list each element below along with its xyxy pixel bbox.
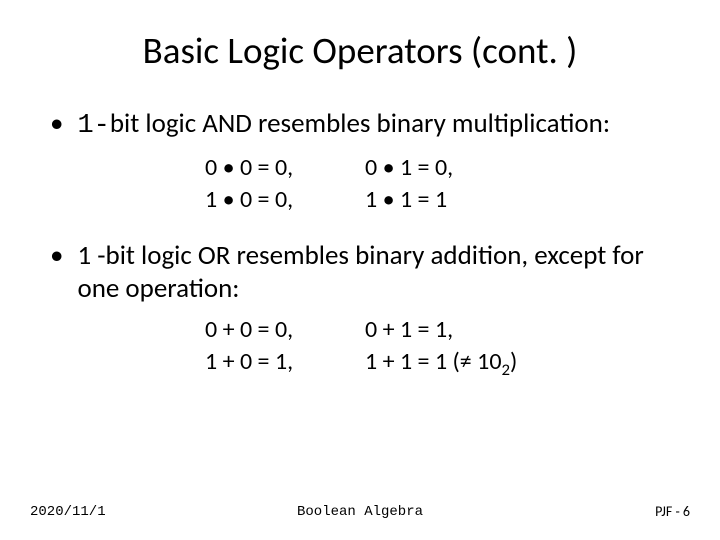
footer-date: 2020/11/1 [30, 504, 106, 520]
eq-or-r2c2-b: ) [510, 347, 517, 376]
bullet-and-body: bit logic AND resembles binary multiplic… [110, 107, 610, 140]
bullet-and: • 1-bit logic AND resembles binary multi… [50, 107, 670, 144]
eq-or-r1c2: 0 + 1 = 1, [365, 314, 670, 346]
bullet-mark-icon: • [50, 107, 63, 141]
footer-page: PJF - 6 [655, 503, 690, 520]
eq-and-row2: 1 • 0 = 0, 1 • 1 = 1 [205, 184, 670, 216]
eq-or-r2c1: 1 + 0 = 1, [205, 346, 365, 381]
slide: Basic Logic Operators (cont. ) • 1-bit l… [0, 0, 720, 540]
eq-and-row1: 0 • 0 = 0, 0 • 1 = 0, [205, 152, 670, 184]
bullet-or-body: 1 -bit logic OR resembles binary additio… [77, 239, 643, 306]
eq-or-r2c2: 1 + 1 = 1 (≠ 102) [365, 346, 670, 381]
equations-and: 0 • 0 = 0, 0 • 1 = 0, 1 • 0 = 0, 1 • 1 =… [50, 152, 670, 217]
footer-title: Boolean Algebra [297, 504, 423, 520]
eq-or-row2: 1 + 0 = 1, 1 + 1 = 1 (≠ 102) [205, 346, 670, 381]
eq-and-r2c1: 1 • 0 = 0, [205, 184, 365, 216]
eq-or-r2c2-sub: 2 [502, 359, 511, 380]
eq-and-r1c2: 0 • 1 = 0, [365, 152, 670, 184]
bullet-or: • 1 -bit logic OR resembles binary addit… [50, 239, 670, 307]
footer: 2020/11/1 Boolean Algebra PJF - 6 [0, 503, 720, 520]
eq-or-r2c2-a: 1 + 1 = 1 (≠ 10 [365, 347, 502, 376]
bullet-mark-icon: • [50, 239, 63, 273]
equations-or: 0 + 0 = 0, 0 + 1 = 1, 1 + 0 = 1, 1 + 1 =… [50, 314, 670, 382]
slide-title: Basic Logic Operators (cont. ) [50, 28, 670, 73]
eq-or-r1c1: 0 + 0 = 0, [205, 314, 365, 346]
bullet-and-prefix: 1- [77, 111, 109, 141]
eq-and-r2c2: 1 • 1 = 1 [365, 184, 670, 216]
bullet-text-and: 1-bit logic AND resembles binary multipl… [77, 107, 610, 144]
eq-and-r1c1: 0 • 0 = 0, [205, 152, 365, 184]
eq-or-row1: 0 + 0 = 0, 0 + 1 = 1, [205, 314, 670, 346]
bullet-text-or: 1 -bit logic OR resembles binary additio… [77, 239, 670, 307]
